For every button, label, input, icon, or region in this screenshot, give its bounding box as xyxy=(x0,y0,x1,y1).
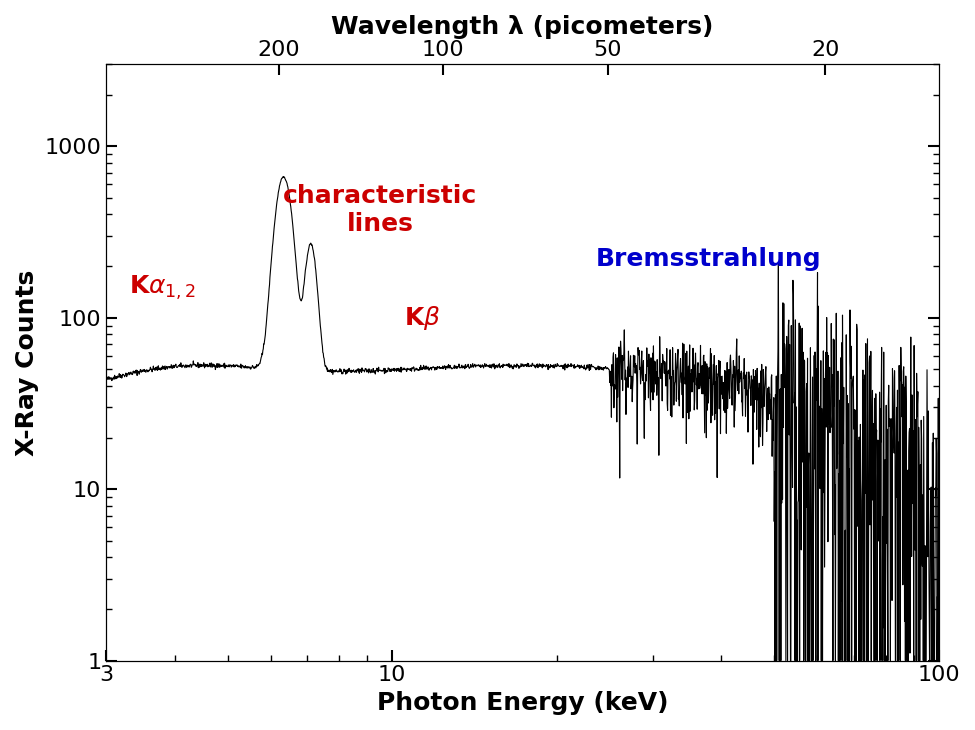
X-axis label: Wavelength λ (picometers): Wavelength λ (picometers) xyxy=(332,15,714,39)
Text: Bremsstrahlung: Bremsstrahlung xyxy=(596,247,822,271)
Text: characteristic
lines: characteristic lines xyxy=(283,184,477,236)
X-axis label: Photon Energy (keV): Photon Energy (keV) xyxy=(376,691,668,715)
Text: K$\beta$: K$\beta$ xyxy=(404,304,441,331)
Text: K$\alpha_{1,2}$: K$\alpha_{1,2}$ xyxy=(129,274,196,301)
Y-axis label: X-Ray Counts: X-Ray Counts xyxy=(15,269,39,456)
